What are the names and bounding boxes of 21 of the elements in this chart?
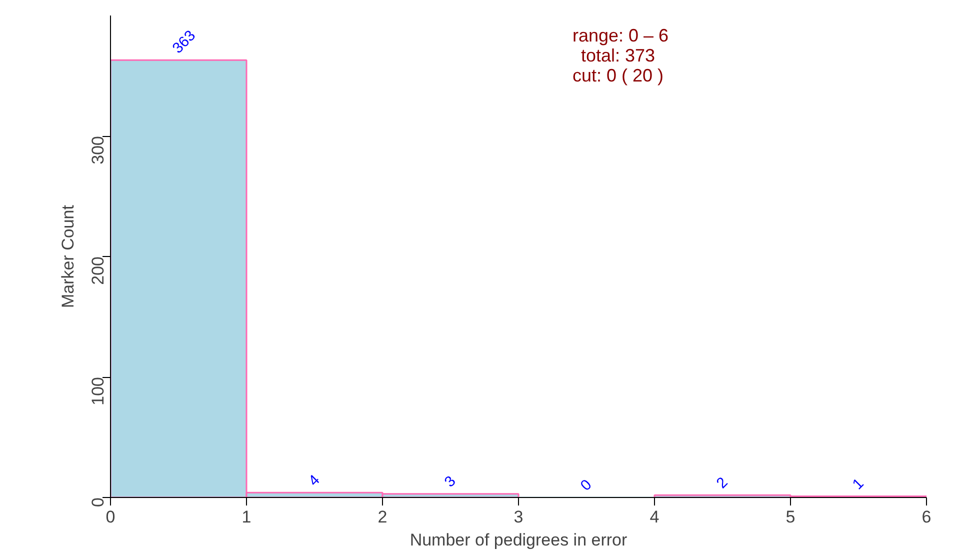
x-tick-label: 2: [378, 508, 388, 526]
y-tick-label: 200: [88, 256, 108, 285]
data-label: 4: [305, 472, 324, 490]
annotation: range: 0 – 6: [572, 26, 669, 46]
y-tick-label: 0: [88, 497, 108, 507]
y-tick-label: 300: [88, 136, 108, 164]
x-tick-label: 6: [922, 508, 932, 526]
data-label: 0: [577, 476, 596, 494]
data-label: 2: [713, 474, 732, 492]
x-tick-label: 4: [650, 508, 660, 526]
y-axis-title: Marker Count: [58, 204, 78, 308]
data-label: 3: [441, 472, 460, 491]
x-tick-label: 5: [786, 508, 796, 526]
x-tick-label: 3: [514, 508, 524, 526]
y-tick-label: 100: [88, 376, 108, 406]
annotation: cut: 0 ( 20 ): [572, 66, 664, 86]
data-label: 363: [169, 27, 200, 57]
x-axis-title: Number of pedigrees in error: [410, 530, 628, 550]
data-label: 1: [849, 475, 868, 494]
x-tick-label: 1: [242, 508, 252, 526]
annotation: total: 373: [580, 46, 656, 66]
